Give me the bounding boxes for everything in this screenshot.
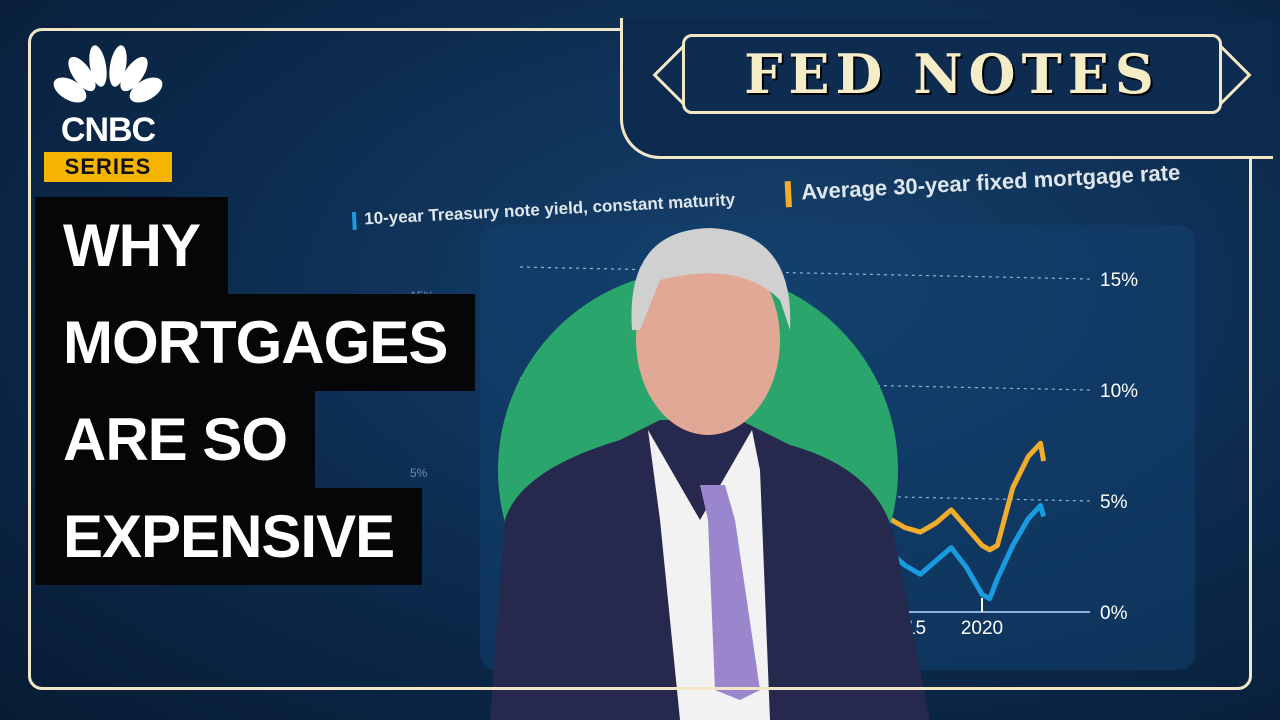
left-y-tick-label: 5%: [410, 466, 428, 480]
tie: [700, 485, 760, 700]
cnbc-logo: CNBC SERIES: [44, 44, 172, 182]
headline: WHY MORTGAGES ARE SO EXPENSIVE: [35, 197, 476, 585]
badge-title: FED NOTES: [744, 42, 1160, 106]
y-tick-label: 5%: [1100, 492, 1128, 513]
headline-line: WHY: [35, 197, 228, 294]
hair: [631, 228, 791, 330]
series-line-mortgage: [872, 440, 1047, 553]
headline-line: ARE SO: [35, 391, 316, 488]
fed-notes-badge: FED NOTES: [652, 28, 1252, 120]
y-tick-label: 10%: [1100, 381, 1138, 402]
headline-line: EXPENSIVE: [35, 488, 423, 585]
badge-box: FED NOTES: [682, 34, 1222, 114]
x-tick-label: 2020: [961, 618, 1003, 639]
headline-line: MORTGAGES: [35, 294, 476, 391]
series-line-treasury: [873, 502, 1047, 602]
series-badge: SERIES: [44, 152, 172, 182]
y-tick-label: 0%: [1100, 603, 1128, 624]
nbc-peacock-icon: [53, 45, 163, 103]
cnbc-wordmark: CNBC: [60, 111, 156, 149]
face: [636, 245, 780, 435]
y-tick-label: 15%: [1100, 270, 1138, 291]
